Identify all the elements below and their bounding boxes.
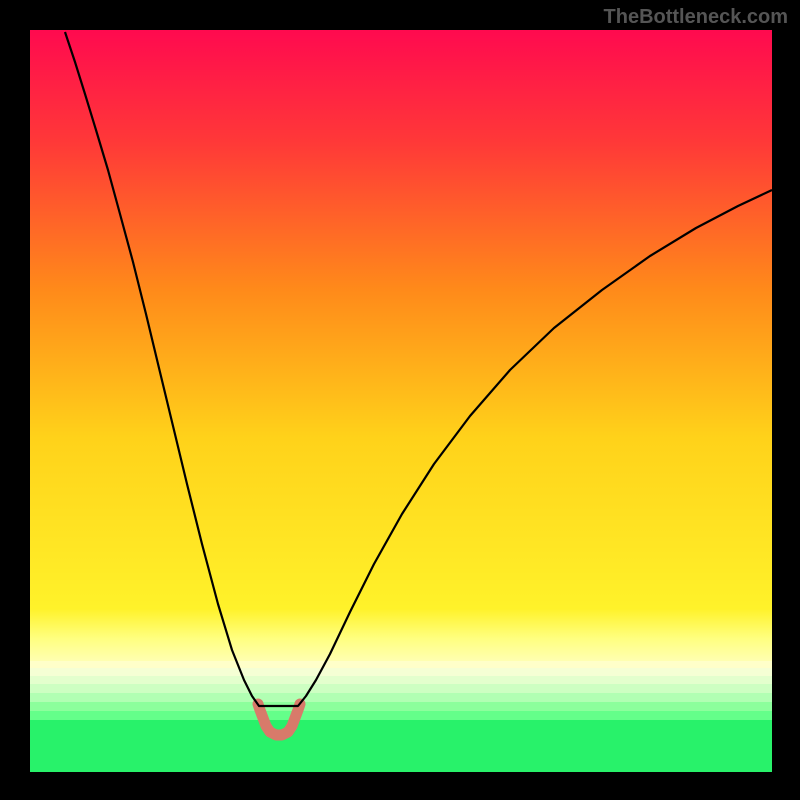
watermark-text: TheBottleneck.com xyxy=(604,6,788,29)
curve-layer xyxy=(30,30,772,772)
chart-container: TheBottleneck.com xyxy=(0,0,800,800)
notch-marker xyxy=(258,704,300,735)
bottleneck-curve xyxy=(65,32,772,706)
plot-area xyxy=(30,30,772,772)
